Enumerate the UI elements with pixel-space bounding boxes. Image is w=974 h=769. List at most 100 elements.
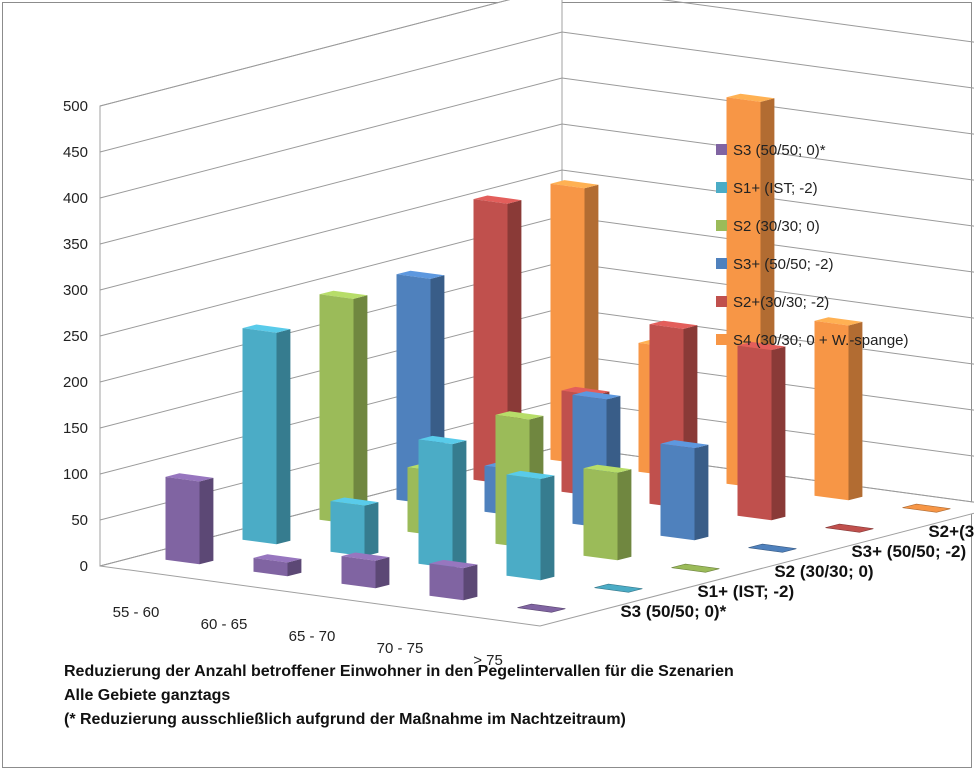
bar-top [737, 341, 786, 351]
bar-top [814, 317, 863, 326]
bar-front [253, 557, 288, 577]
bar-top [429, 559, 478, 569]
y-tick-label: 150 [63, 420, 88, 437]
chart-caption: Reduzierung der Anzahl betroffener Einwo… [64, 660, 944, 732]
depth-axis-label: S2+(30/30; -2) [928, 522, 974, 541]
bar-flat [594, 583, 643, 593]
bar-front [737, 345, 772, 521]
bar-side [364, 502, 379, 557]
bar-top [396, 270, 445, 279]
bar [825, 523, 874, 533]
bar-front [341, 556, 376, 589]
bar [242, 324, 291, 545]
legend-label: S2 (30/30; 0) [733, 218, 820, 235]
bar-side [452, 440, 467, 569]
bar [594, 583, 643, 593]
bar-flat [517, 603, 566, 613]
legend-label: S1+ (IST; -2) [733, 180, 818, 197]
caption-line-2: Alle Gebiete ganztags [64, 687, 231, 704]
bar-front [429, 563, 464, 601]
bar-top [660, 440, 709, 449]
legend-label: S4 (30/30; 0 + W.-spange) [733, 332, 909, 349]
bar-top [572, 391, 621, 400]
legend-swatch [716, 296, 727, 307]
chart-bars [165, 93, 951, 613]
gridline [99, 0, 974, 107]
bar-top [726, 93, 775, 102]
y-tick-label: 0 [80, 558, 88, 575]
bar-top [506, 470, 555, 480]
bar-top [583, 464, 632, 473]
bar-side [375, 557, 390, 589]
legend-label: S3+ (50/50; -2) [733, 256, 833, 273]
x-tick-label: 65 - 70 [289, 628, 336, 645]
bar-side [463, 564, 478, 601]
y-tick-label: 300 [63, 282, 88, 299]
legend-swatch [716, 182, 727, 193]
bar-top [473, 195, 522, 204]
bar-side [540, 475, 555, 581]
bar [814, 317, 863, 501]
bar-front [506, 474, 541, 581]
bar [418, 435, 467, 569]
bar-top [330, 497, 379, 506]
x-tick-label: > 75 [473, 652, 503, 669]
bar [660, 440, 709, 541]
bar-front [473, 199, 508, 485]
legend-label: S3 (50/50; 0)* [733, 142, 826, 159]
bar [319, 290, 368, 525]
bar-flat [671, 563, 720, 573]
bar-front [242, 328, 277, 545]
bar-side [287, 558, 302, 577]
bar-side [353, 295, 368, 525]
bar-top [165, 473, 214, 482]
caption-line-1: Reduzierung der Anzahl betroffener Einwo… [64, 663, 734, 680]
bar-front [583, 468, 618, 561]
chart-legend: S3 (50/50; 0)* S1+ (IST; -2) S2 (30/30; 0)… [716, 142, 909, 349]
bar-side [771, 346, 786, 521]
bar-top [550, 180, 599, 189]
bar-side [199, 477, 214, 565]
depth-axis-label: S2 (30/30; 0) [774, 562, 873, 581]
chart-axis-labels: 0 50 100 150 200 250 300 350 400 450 500 55 - 60 60 … [63, 98, 974, 669]
bar-side [276, 329, 291, 545]
bar-front [165, 476, 200, 565]
depth-axis-label: S3+ (50/50; -2) [851, 542, 966, 561]
bar [583, 464, 632, 561]
bar-front [418, 439, 453, 569]
y-tick-label: 50 [71, 512, 88, 529]
x-tick-label: 70 - 75 [377, 640, 424, 657]
legend-swatch [716, 144, 727, 155]
bar [429, 559, 478, 601]
x-tick-label: 60 - 65 [201, 616, 248, 633]
bar-top [242, 324, 291, 333]
y-tick-label: 350 [63, 236, 88, 253]
legend-swatch [716, 258, 727, 269]
y-tick-label: 400 [63, 190, 88, 207]
depth-axis-label: S3 (50/50; 0)* [620, 602, 726, 621]
gridline [99, 169, 974, 291]
bar-flat [825, 523, 874, 533]
y-tick-label: 200 [63, 374, 88, 391]
bar-front [330, 501, 365, 557]
bar-top [253, 554, 302, 563]
bar [341, 552, 390, 589]
bar-front [660, 443, 695, 541]
bar-top [341, 552, 390, 561]
bar-side [617, 469, 632, 561]
bar [165, 473, 214, 565]
bar-flat [748, 543, 797, 553]
bar [253, 554, 302, 577]
bar-front [319, 294, 354, 525]
bar [330, 497, 379, 557]
legend-swatch [716, 334, 727, 345]
bar-top [319, 290, 368, 299]
y-tick-label: 500 [63, 98, 88, 115]
depth-axis-label: S1+ (IST; -2) [697, 582, 794, 601]
bar [737, 341, 786, 521]
y-tick-label: 100 [63, 466, 88, 483]
bar-side [694, 444, 709, 541]
bar-front [814, 320, 849, 501]
y-tick-label: 250 [63, 328, 88, 345]
